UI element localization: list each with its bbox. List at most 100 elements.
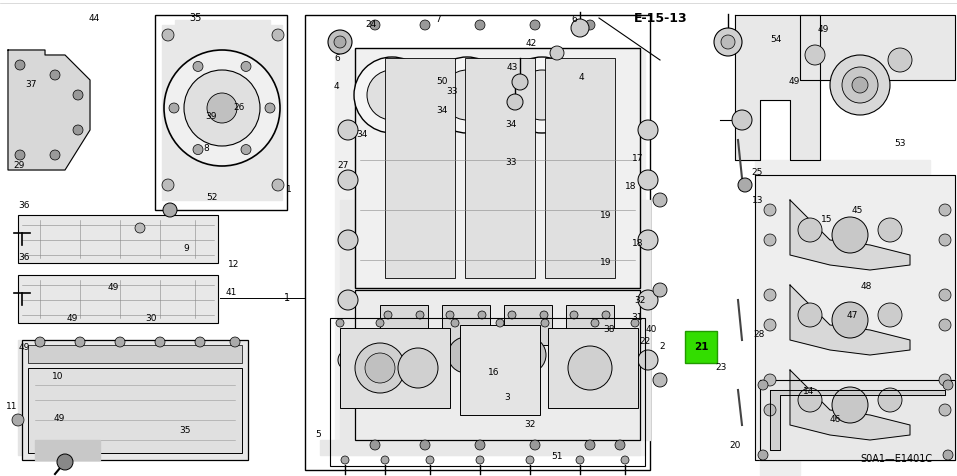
Text: 48: 48	[860, 282, 872, 291]
Polygon shape	[335, 50, 645, 455]
Circle shape	[621, 456, 629, 464]
Text: 7: 7	[435, 16, 441, 24]
Bar	[340, 328, 450, 408]
Text: 32: 32	[524, 420, 536, 429]
Polygon shape	[790, 285, 910, 355]
Text: 39: 39	[205, 112, 216, 121]
Circle shape	[764, 234, 776, 246]
Circle shape	[73, 125, 83, 135]
Circle shape	[764, 319, 776, 331]
Circle shape	[510, 337, 546, 373]
Circle shape	[370, 20, 380, 30]
Circle shape	[714, 28, 742, 56]
Circle shape	[878, 388, 902, 412]
Circle shape	[163, 203, 177, 217]
Text: 35: 35	[179, 426, 190, 435]
Text: 20: 20	[729, 441, 741, 449]
Circle shape	[448, 337, 484, 373]
Text: 49: 49	[54, 415, 65, 423]
Circle shape	[162, 179, 174, 191]
Text: 19: 19	[600, 258, 612, 267]
Circle shape	[195, 337, 205, 347]
Circle shape	[530, 20, 540, 30]
Circle shape	[602, 311, 610, 319]
Circle shape	[939, 204, 951, 216]
Circle shape	[517, 70, 567, 120]
Circle shape	[732, 110, 752, 130]
Circle shape	[135, 223, 145, 233]
Circle shape	[638, 170, 658, 190]
Text: 33: 33	[505, 159, 517, 167]
Text: 18: 18	[632, 239, 643, 248]
Circle shape	[653, 193, 667, 207]
Bar	[685, 331, 717, 363]
Text: 49: 49	[107, 284, 119, 292]
Circle shape	[888, 48, 912, 72]
Circle shape	[764, 374, 776, 386]
Circle shape	[939, 319, 951, 331]
Circle shape	[184, 70, 260, 146]
Circle shape	[398, 348, 438, 388]
Text: 32: 32	[634, 297, 646, 305]
Circle shape	[230, 337, 240, 347]
Text: 17: 17	[632, 154, 643, 162]
Circle shape	[508, 311, 516, 319]
Circle shape	[50, 70, 60, 80]
Circle shape	[476, 456, 484, 464]
Circle shape	[939, 374, 951, 386]
Text: 10: 10	[52, 372, 63, 380]
Circle shape	[764, 204, 776, 216]
Text: 34: 34	[505, 120, 517, 129]
Circle shape	[878, 218, 902, 242]
Circle shape	[764, 289, 776, 301]
Text: 37: 37	[25, 80, 36, 89]
Bar	[28, 368, 242, 453]
Text: 25: 25	[751, 168, 763, 177]
Text: 49: 49	[789, 78, 800, 86]
Circle shape	[878, 303, 902, 327]
Text: 4: 4	[579, 73, 585, 81]
Text: 31: 31	[632, 314, 643, 322]
Circle shape	[852, 77, 868, 93]
Circle shape	[241, 145, 251, 155]
Circle shape	[496, 319, 504, 327]
Circle shape	[764, 404, 776, 416]
Circle shape	[426, 456, 434, 464]
Circle shape	[585, 440, 595, 450]
Bar	[18, 275, 218, 323]
Text: 51: 51	[551, 452, 563, 460]
Bar	[355, 48, 640, 288]
Circle shape	[341, 456, 349, 464]
Circle shape	[758, 380, 768, 390]
Circle shape	[115, 337, 125, 347]
Circle shape	[943, 450, 953, 460]
Text: 6: 6	[334, 54, 340, 62]
Bar	[460, 325, 540, 415]
Polygon shape	[790, 200, 910, 270]
Circle shape	[169, 103, 179, 113]
Circle shape	[370, 440, 380, 450]
Text: 30: 30	[145, 315, 157, 323]
Text: 15: 15	[821, 216, 833, 224]
Text: 6: 6	[571, 16, 577, 24]
Circle shape	[475, 440, 485, 450]
Text: 40: 40	[645, 325, 657, 334]
Bar	[330, 318, 645, 466]
Circle shape	[338, 170, 358, 190]
Text: 27: 27	[337, 161, 348, 170]
Circle shape	[638, 350, 658, 370]
Text: 47: 47	[847, 311, 858, 319]
Text: 13: 13	[752, 197, 764, 205]
Circle shape	[376, 319, 384, 327]
Circle shape	[842, 67, 878, 103]
Text: 29: 29	[13, 161, 25, 170]
Text: 50: 50	[436, 78, 448, 86]
Circle shape	[420, 20, 430, 30]
Circle shape	[73, 90, 83, 100]
Circle shape	[354, 57, 430, 133]
Text: 45: 45	[852, 206, 863, 215]
Polygon shape	[35, 440, 100, 460]
Text: 24: 24	[366, 20, 377, 29]
Circle shape	[798, 218, 822, 242]
Circle shape	[832, 302, 868, 338]
